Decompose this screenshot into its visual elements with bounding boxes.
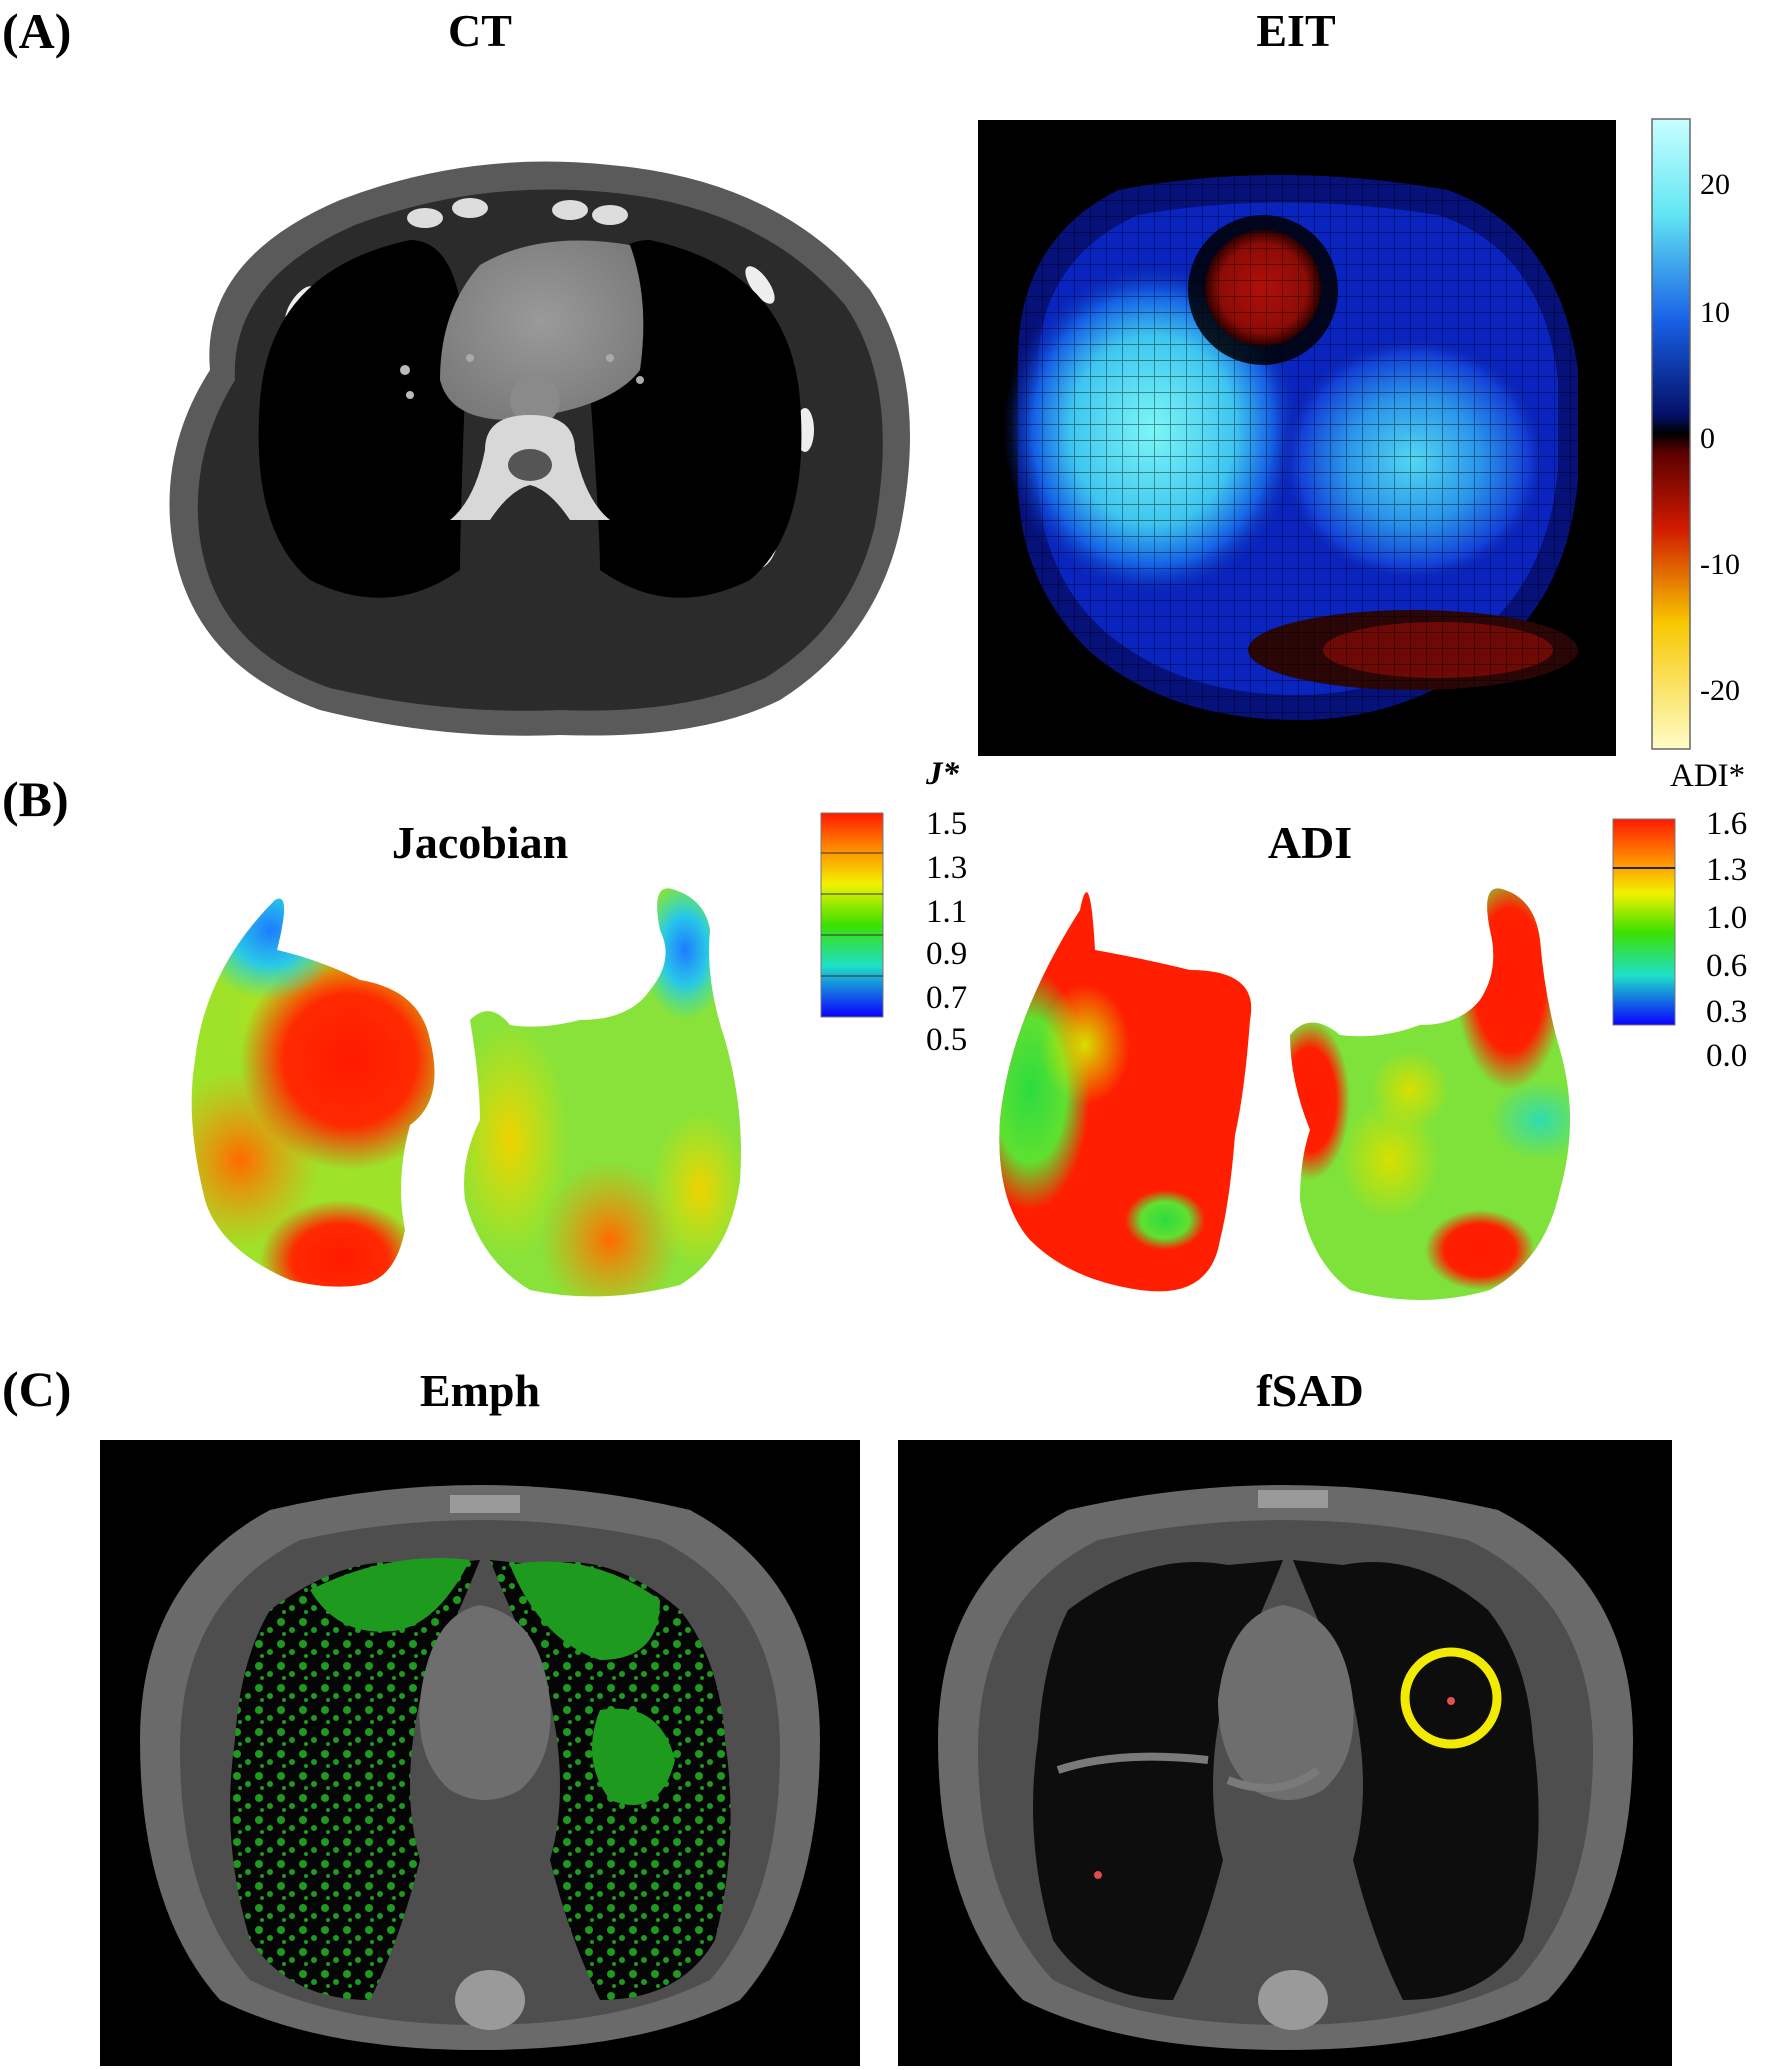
- jacobian-tick-2: 1.3: [926, 850, 968, 886]
- jacobian-title: Jacobian: [391, 817, 569, 868]
- adi-title: ADI: [1267, 817, 1353, 868]
- jacobian-colorbar: [820, 812, 884, 1018]
- adi-colorbar: [1612, 818, 1676, 1026]
- adi-tick-3: 1.0: [1706, 900, 1748, 936]
- adi-tick-6: 0.0: [1706, 1038, 1748, 1074]
- emph-ct-image: [100, 1440, 860, 2066]
- fsad-ct-image: [898, 1440, 1672, 2066]
- adi-tick-4: 0.6: [1706, 948, 1748, 984]
- adi-map: [990, 860, 1610, 1310]
- adi-colorbar-unit: ADI*: [1670, 758, 1746, 794]
- eit-tick-0: 0: [1700, 422, 1715, 455]
- jacobian-tick-6: 0.5: [926, 1022, 968, 1058]
- jacobian-tick-4: 0.9: [926, 936, 968, 972]
- panel-a-label: (A): [2, 3, 72, 59]
- jacobian-tick-3: 1.1: [926, 894, 968, 930]
- fsad-title: fSAD: [1256, 1365, 1364, 1416]
- jacobian-colorbar-unit: J*: [926, 756, 959, 792]
- ct-image: [140, 140, 920, 740]
- fsad-marker-circle: [1400, 1647, 1502, 1749]
- jacobian-tick-5: 0.7: [926, 980, 968, 1016]
- eit-tick-minus10: -10: [1700, 548, 1740, 581]
- jacobian-tick-1: 1.5: [926, 806, 968, 842]
- eit-colorbar: [1651, 118, 1691, 750]
- panel-b-label: (B): [2, 771, 69, 827]
- adi-tick-2: 1.3: [1706, 852, 1748, 888]
- jacobian-map: [180, 860, 800, 1310]
- eit-tick-minus20: -20: [1700, 674, 1740, 707]
- adi-tick-1: 1.6: [1706, 806, 1748, 842]
- eit-tick-20: 20: [1700, 168, 1730, 201]
- emph-title: Emph: [419, 1365, 541, 1416]
- adi-tick-5: 0.3: [1706, 994, 1748, 1030]
- eit-title: EIT: [1256, 5, 1336, 56]
- ct-title: CT: [448, 5, 512, 56]
- eit-tick-10: 10: [1700, 296, 1730, 329]
- panel-c-label: (C): [2, 1361, 72, 1417]
- eit-image: [978, 120, 1616, 756]
